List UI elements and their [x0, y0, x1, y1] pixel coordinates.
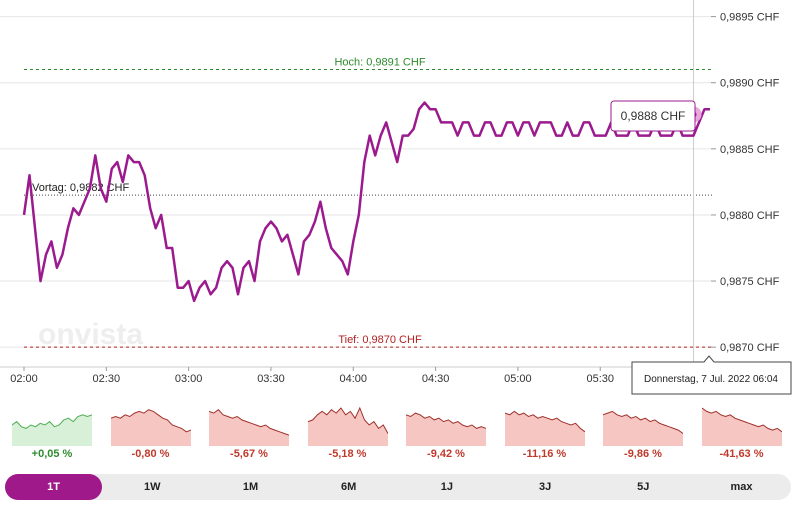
period-tabs: 1T 1W 1M 6M 1J 3J 5J max — [5, 474, 791, 500]
tab-3j[interactable]: 3J — [538, 481, 552, 493]
high-label: Hoch: 0,9891 CHF — [334, 57, 425, 69]
sparkline-chart — [701, 407, 782, 446]
tab-1m[interactable]: 1M — [242, 481, 259, 493]
sparkline-line — [603, 410, 683, 434]
sparkline-line — [406, 412, 486, 429]
tab-5j[interactable]: 5J — [637, 481, 650, 493]
x-tick-label: 04:00 — [340, 373, 368, 385]
sparkline-max[interactable]: -41,63 % — [701, 404, 782, 464]
sparkline-1m[interactable]: -5,67 % — [209, 404, 289, 464]
price-tooltip: 0,9888 CHF — [610, 100, 696, 132]
sparkline-6m[interactable]: -5,18 % — [307, 404, 388, 464]
period-change: -5,18 % — [328, 448, 367, 460]
sparkline-line — [504, 410, 585, 433]
x-tick-label: 04:30 — [422, 373, 450, 385]
period-change: +0,05 % — [31, 448, 73, 460]
sparkline-chart — [307, 406, 388, 446]
period-change: -0,80 % — [131, 448, 170, 460]
x-tick-label: 03:00 — [175, 373, 203, 385]
x-tick-label: 03:30 — [257, 373, 285, 385]
price-chart[interactable]: onvista Hoch: 0,9891 CHF Tief: 0,9870 CH… — [0, 0, 800, 400]
y-tick-label: 0,9875 CHF — [720, 276, 780, 288]
tab-6m[interactable]: 6M — [341, 481, 357, 493]
sparkline-chart — [12, 414, 92, 446]
x-tick-label: 02:00 — [10, 373, 38, 385]
price-tooltip-text: 0,9888 CHF — [621, 109, 686, 123]
date-tooltip-box — [631, 355, 792, 395]
x-axis: 02:00 02:30 03:00 03:30 04:00 04:30 05:00 05:30 — [0, 366, 710, 385]
sparkline-area — [307, 408, 388, 446]
sparkline-chart — [209, 409, 289, 446]
sparkline-line — [12, 414, 92, 429]
date-tooltip-text: Donnerstag, 7 Jul. 2022 06:04 — [644, 374, 778, 385]
low-label: Tief: 0,9870 CHF — [338, 334, 422, 346]
sparkline-1t[interactable]: +0,05 % — [12, 404, 92, 464]
y-tick-label: 0,9895 CHF — [720, 12, 780, 24]
period-sparklines: +0,05 % -0,80 % -5,67 % -5,18 % -9,42 % -11,1… — [12, 404, 794, 464]
y-tick-label: 0,9870 CHF — [720, 342, 780, 354]
sparkline-line — [307, 406, 388, 434]
sparkline-chart — [504, 410, 585, 446]
sparkline-area — [110, 409, 191, 446]
x-tick-label: 05:30 — [586, 373, 614, 385]
period-change: -9,42 % — [427, 448, 465, 460]
x-tick-label: 05:00 — [504, 373, 532, 385]
y-tick-label: 0,9885 CHF — [720, 144, 780, 156]
sparkline-area — [209, 409, 289, 446]
sparkline-5j[interactable]: -9,86 % — [603, 404, 683, 464]
sparkline-area — [406, 413, 486, 446]
period-change: -41,63 % — [719, 448, 764, 460]
sparkline-1j[interactable]: -9,42 % — [406, 404, 486, 464]
sparkline-line — [209, 409, 289, 436]
sparkline-3j[interactable]: -11,16 % — [504, 404, 585, 464]
sparkline-line — [701, 407, 782, 433]
y-axis: 0,9870 CHF 0,9875 CHF 0,9880 CHF 0,9885 CHF… — [711, 12, 780, 354]
sparkline-chart — [406, 412, 486, 446]
watermark-logo: onvista — [38, 318, 143, 351]
sparkline-area — [504, 411, 585, 446]
price-series-line — [22, 101, 710, 303]
date-tooltip: Donnerstag, 7 Jul. 2022 06:04 — [631, 355, 792, 395]
sparkline-area — [603, 411, 683, 446]
sparkline-chart — [603, 410, 683, 446]
y-tick-label: 0,9890 CHF — [720, 78, 780, 90]
y-tick-label: 0,9880 CHF — [720, 210, 780, 222]
sparkline-area — [701, 408, 782, 446]
tab-1t[interactable]: 1T — [5, 474, 102, 500]
price-tooltip-box — [610, 100, 696, 132]
tab-max[interactable]: max — [730, 481, 753, 493]
sparkline-line — [110, 409, 191, 433]
period-change: -9,86 % — [624, 448, 662, 460]
tab-1j[interactable]: 1J — [440, 481, 454, 493]
period-change: -5,67 % — [230, 448, 268, 460]
x-tick-label: 02:30 — [93, 373, 121, 385]
period-change: -11,16 % — [522, 448, 567, 460]
sparkline-1w[interactable]: -0,80 % — [110, 404, 191, 464]
tab-1w[interactable]: 1W — [144, 481, 161, 493]
sparkline-chart — [110, 409, 191, 446]
previous-close-label: Vortag: 0,9882 CHF — [32, 182, 130, 194]
sparkline-area — [12, 414, 92, 446]
